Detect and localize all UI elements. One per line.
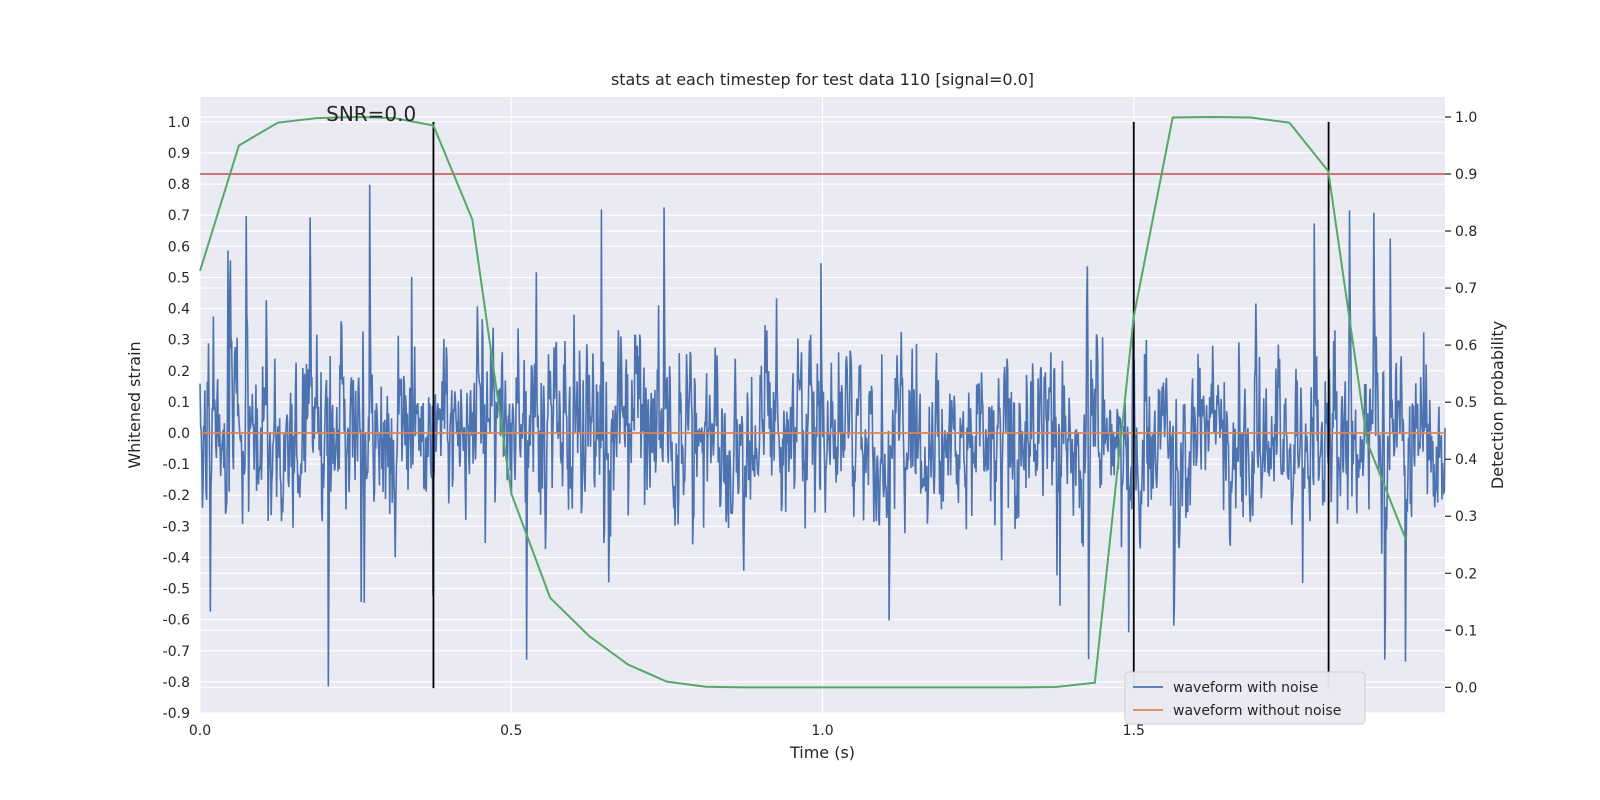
chart-title: stats at each timestep for test data 110… <box>611 70 1034 89</box>
x-axis-ticks: 0.0 0.5 1.0 1.5 <box>189 723 1145 739</box>
x-tick-label: 0.0 <box>189 723 211 739</box>
y-left-tick-label: 0.5 <box>168 270 190 286</box>
y-axis-left-ticks: 1.0 0.9 0.8 0.7 0.6 0.5 0.4 0.3 0.2 0.1 0.0 -0.1 -0.… <box>163 115 190 722</box>
y-left-tick-label: -0.3 <box>163 519 190 535</box>
y-right-tick-label: 0.2 <box>1455 566 1477 582</box>
snr-annotation: SNR=0.0 <box>326 102 416 126</box>
y-left-tick-label: -0.7 <box>163 644 190 660</box>
y-left-tick-label: -0.6 <box>163 613 190 629</box>
y-left-tick-label: -0.8 <box>163 675 190 691</box>
y-left-tick-label: 0.7 <box>168 208 190 224</box>
legend-label: waveform with noise <box>1173 680 1318 696</box>
y-axis-right-label: Detection probability <box>1488 321 1507 489</box>
y-left-tick-label: 0.1 <box>168 395 190 411</box>
x-tick-label: 0.5 <box>500 723 522 739</box>
y-right-tick-label: 0.6 <box>1455 338 1477 354</box>
y-left-tick-label: 1.0 <box>168 115 190 131</box>
y-left-tick-label: 0.0 <box>168 426 190 442</box>
y-left-tick-label: 0.2 <box>168 364 190 380</box>
line-waveform-with-noise <box>199 184 1446 687</box>
y-left-tick-label: 0.9 <box>168 146 190 162</box>
x-tick-label: 1.5 <box>1123 723 1145 739</box>
x-tick-label: 1.0 <box>811 723 833 739</box>
y-axis-right-ticks: 1.0 0.9 0.8 0.7 0.6 0.5 0.4 0.3 0.2 0.1 0.0 <box>1445 110 1477 696</box>
y-left-tick-label: -0.5 <box>163 582 190 598</box>
y-right-tick-label: 0.5 <box>1455 395 1477 411</box>
line-detection-probability <box>199 115 1408 689</box>
x-axis-label: Time (s) <box>789 743 855 762</box>
y-right-tick-label: 0.4 <box>1455 452 1477 468</box>
y-right-tick-label: 1.0 <box>1455 110 1477 126</box>
series-waveform-with-noise <box>199 184 1446 687</box>
y-axis-left-label: Whitened strain <box>125 341 144 468</box>
y-left-tick-label: -0.9 <box>163 706 190 722</box>
y-left-tick-label: 0.3 <box>168 333 190 349</box>
y-left-tick-label: 0.6 <box>168 239 190 255</box>
legend: waveform with noise waveform without nois… <box>1124 671 1366 725</box>
y-right-tick-label: 0.9 <box>1455 167 1477 183</box>
y-right-tick-label: 0.1 <box>1455 623 1477 639</box>
vertical-markers <box>432 121 1330 689</box>
series-detection-probability <box>199 115 1408 689</box>
y-left-tick-label: -0.1 <box>163 457 190 473</box>
legend-label: waveform without noise <box>1173 703 1341 719</box>
y-left-tick-label: 0.8 <box>168 177 190 193</box>
y-right-tick-label: 0.8 <box>1455 224 1477 240</box>
y-right-tick-label: 0.0 <box>1455 680 1477 696</box>
legend-box <box>1124 671 1366 725</box>
y-right-tick-label: 0.3 <box>1455 509 1477 525</box>
y-right-tick-label: 0.7 <box>1455 281 1477 297</box>
y-left-tick-label: -0.2 <box>163 488 190 504</box>
y-left-tick-label: -0.4 <box>163 550 190 566</box>
y-left-tick-label: 0.4 <box>168 302 190 318</box>
